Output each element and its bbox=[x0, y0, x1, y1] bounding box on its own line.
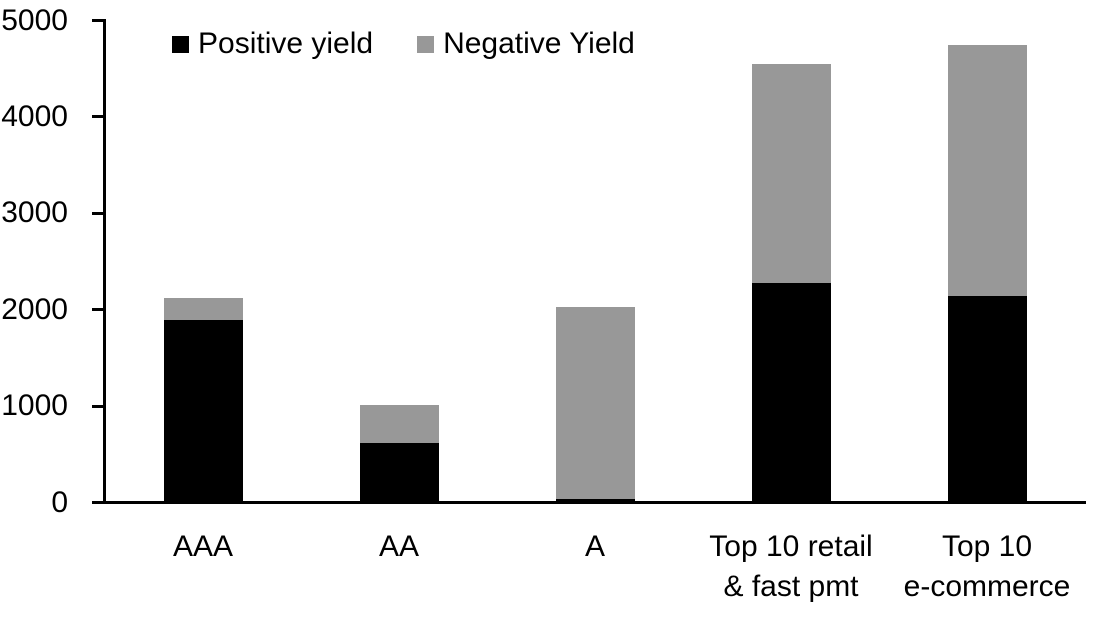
y-tick-label: 1000 bbox=[1, 389, 68, 422]
bar-segment-positive bbox=[556, 499, 635, 503]
y-axis-tick bbox=[92, 212, 106, 215]
bar-segment-positive bbox=[164, 320, 243, 502]
bar-segment-negative bbox=[752, 64, 831, 283]
y-axis-line bbox=[103, 20, 106, 504]
x-category-label: A bbox=[584, 530, 605, 563]
y-tick-label: 0 bbox=[51, 486, 68, 519]
y-axis-tick bbox=[92, 308, 106, 311]
legend-label-negative-yield: Negative Yield bbox=[443, 27, 635, 60]
legend-label-positive-yield: Positive yield bbox=[198, 27, 374, 60]
y-axis-tick bbox=[92, 19, 106, 22]
y-axis-tick bbox=[92, 115, 106, 118]
bar-segment-positive bbox=[948, 295, 1027, 502]
chart-legend: Positive yield Negative Yield bbox=[172, 27, 635, 61]
y-tick-label: 5000 bbox=[1, 4, 68, 37]
legend-swatch-positive-yield bbox=[172, 35, 189, 53]
x-category-label: AA bbox=[378, 530, 420, 563]
legend-swatch-negative-yield bbox=[417, 35, 435, 53]
bar-segment-negative bbox=[360, 405, 439, 443]
bar-segment-negative bbox=[556, 307, 635, 499]
y-axis-tick bbox=[92, 405, 106, 408]
legend-item-negative-yield: Negative Yield bbox=[417, 27, 635, 61]
legend-item-positive-yield: Positive yield bbox=[172, 27, 373, 61]
bar-segment-negative bbox=[948, 45, 1027, 296]
x-category-label: Top 10 retail & fast pmt bbox=[709, 530, 873, 603]
x-category-label: AAA bbox=[172, 530, 234, 563]
y-tick-label: 4000 bbox=[1, 100, 68, 133]
y-tick-label: 3000 bbox=[1, 196, 68, 229]
y-tick-label: 2000 bbox=[1, 293, 68, 326]
bar-segment-positive bbox=[752, 283, 831, 503]
bar-segment-negative bbox=[164, 298, 243, 320]
bar-segment-positive bbox=[360, 443, 439, 503]
x-category-label: Top 10 e-commerce bbox=[903, 530, 1071, 603]
